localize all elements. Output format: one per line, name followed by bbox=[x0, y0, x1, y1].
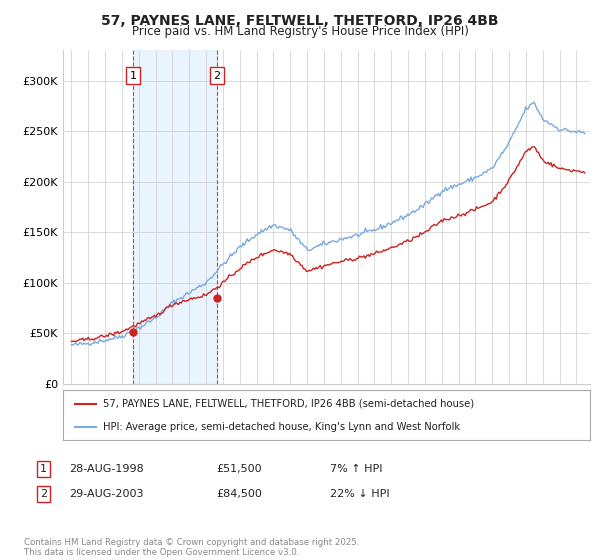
Text: 1: 1 bbox=[130, 71, 136, 81]
Text: 57, PAYNES LANE, FELTWELL, THETFORD, IP26 4BB (semi-detached house): 57, PAYNES LANE, FELTWELL, THETFORD, IP2… bbox=[103, 399, 473, 409]
Text: Price paid vs. HM Land Registry's House Price Index (HPI): Price paid vs. HM Land Registry's House … bbox=[131, 25, 469, 38]
Text: 57, PAYNES LANE, FELTWELL, THETFORD, IP26 4BB: 57, PAYNES LANE, FELTWELL, THETFORD, IP2… bbox=[101, 14, 499, 28]
Text: 1: 1 bbox=[40, 464, 47, 474]
Text: £84,500: £84,500 bbox=[216, 489, 262, 499]
Bar bbox=[133, 50, 217, 384]
Text: 2: 2 bbox=[214, 71, 221, 81]
Text: £51,500: £51,500 bbox=[216, 464, 262, 474]
Text: HPI: Average price, semi-detached house, King's Lynn and West Norfolk: HPI: Average price, semi-detached house,… bbox=[103, 422, 460, 432]
Text: 28-AUG-1998: 28-AUG-1998 bbox=[69, 464, 144, 474]
Text: 7% ↑ HPI: 7% ↑ HPI bbox=[330, 464, 383, 474]
Text: 29-AUG-2003: 29-AUG-2003 bbox=[69, 489, 143, 499]
Text: Contains HM Land Registry data © Crown copyright and database right 2025.
This d: Contains HM Land Registry data © Crown c… bbox=[24, 538, 359, 557]
Text: 2: 2 bbox=[40, 489, 47, 499]
Text: 22% ↓ HPI: 22% ↓ HPI bbox=[330, 489, 389, 499]
